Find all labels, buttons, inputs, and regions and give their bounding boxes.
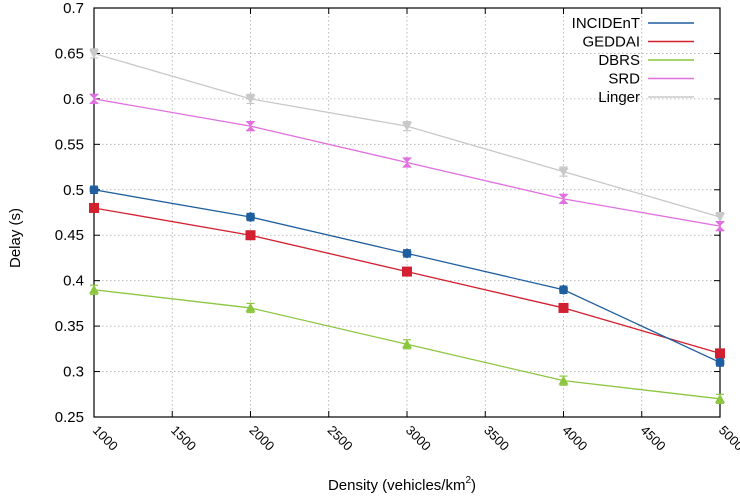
data-point: [89, 202, 99, 213]
data-point: [89, 184, 99, 195]
y-tick-label: 0.25: [55, 409, 84, 426]
data-point: [559, 284, 568, 295]
data-point: [402, 248, 412, 259]
data-point: [89, 284, 99, 294]
x-axis-label-end: ): [471, 477, 476, 494]
series-srd: [89, 93, 725, 232]
data-point: [402, 339, 412, 349]
data-point: [715, 357, 725, 368]
data-point: [558, 302, 569, 313]
data-point: [402, 266, 412, 277]
data-point: [402, 157, 412, 168]
data-point: [715, 221, 725, 232]
data-point: [245, 230, 256, 241]
series-linger: [89, 48, 725, 223]
x-axis-label: Density (vehicles/km2): [328, 475, 476, 494]
legend-label: SRD: [608, 71, 640, 88]
y-tick-label: 0.5: [63, 182, 84, 199]
y-tick-label: 0.7: [63, 0, 84, 17]
data-point: [402, 122, 412, 132]
y-tick-label: 0.6: [63, 91, 84, 108]
series-geddai: [89, 202, 725, 359]
series-incident: [89, 184, 725, 368]
data-point: [715, 393, 725, 403]
y-tick-label: 0.4: [63, 273, 84, 290]
y-tick-label: 0.3: [63, 364, 84, 381]
data-point: [89, 93, 99, 104]
x-axis-label-superscript: 2: [465, 475, 471, 486]
legend-label: DBRS: [598, 52, 640, 69]
y-tick-label: 0.45: [55, 227, 84, 244]
y-tick-label: 0.55: [55, 136, 84, 153]
data-point: [245, 121, 256, 132]
data-point: [715, 348, 725, 359]
data-point: [558, 167, 569, 177]
legend-label: GEDDAI: [582, 34, 640, 51]
data-point: [715, 213, 725, 223]
data-point: [89, 49, 99, 59]
data-point: [246, 212, 255, 223]
data-point: [558, 375, 569, 385]
y-tick-label: 0.65: [55, 45, 84, 62]
grid: [94, 8, 720, 417]
data-point: [245, 302, 256, 312]
series-dbrs: [89, 284, 725, 404]
legend-label: INCIDEnT: [572, 15, 640, 32]
legend-label: Linger: [598, 89, 640, 106]
y-axis: 0.25 0.3 0.35 0.4 0.45 0.5 0.55 0.6 0.65 0.7: [55, 0, 720, 426]
data-point: [245, 94, 256, 104]
y-tick-label: 0.35: [55, 318, 84, 335]
x-axis-label-main: Density (vehicles/km: [328, 477, 466, 494]
series-group: [89, 48, 725, 404]
y-axis-label: Delay (s): [7, 208, 24, 268]
data-point: [558, 193, 569, 204]
